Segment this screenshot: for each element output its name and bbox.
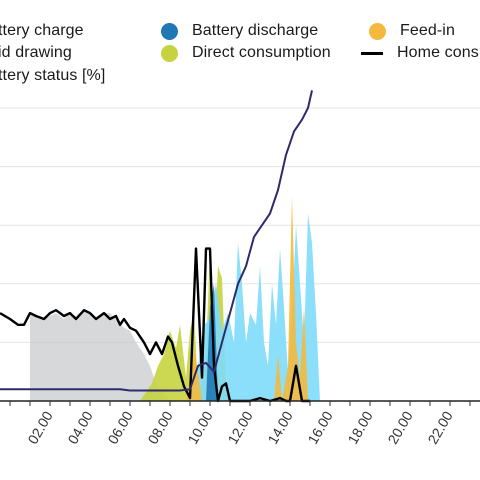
feed-in-swatch-icon — [369, 22, 386, 40]
battery-discharge-swatch-icon — [161, 22, 178, 40]
legend-label-grid-drawing: id drawing — [0, 44, 72, 61]
legend-item-home-consumption[interactable]: Home cons — [361, 42, 479, 64]
legend-item-battery-status[interactable]: ttery status [%] — [0, 65, 105, 87]
legend-label-battery-status: ttery status [%] — [0, 67, 106, 84]
legend-item-battery-charge[interactable]: ttery charge — [0, 20, 84, 42]
legend-item-feed-in[interactable]: Feed-in — [369, 20, 455, 42]
x-tick-label: 04.00 — [64, 408, 95, 447]
x-tick-label: 14.00 — [264, 408, 295, 447]
x-tick-label: 08.00 — [144, 408, 175, 447]
legend-label-direct-consumption: Direct consumption — [192, 44, 331, 61]
x-tick-label: 22.00 — [424, 408, 455, 447]
legend-label-home-consumption: Home cons — [397, 44, 479, 61]
x-tick-label: 18.00 — [344, 408, 375, 447]
legend-label-battery-charge: ttery charge — [0, 22, 84, 39]
home-consumption-swatch-icon — [361, 51, 383, 55]
x-tick-label: 02.00 — [24, 408, 55, 447]
x-axis: 02.00 04.00 06.00 08.00 10.00 12.00 14.00 16.00… — [0, 400, 480, 447]
x-tick-label: 20.00 — [384, 408, 415, 447]
legend-item-direct-consumption[interactable]: Direct consumption — [161, 42, 331, 64]
x-tick-label: 06.00 — [104, 408, 135, 447]
area-series — [30, 195, 320, 401]
area-battery-charge — [190, 213, 320, 401]
legend-item-grid-drawing[interactable]: id drawing — [0, 42, 72, 64]
x-tick-label: 10.00 — [184, 408, 215, 447]
legend-label-feed-in: Feed-in — [400, 22, 455, 39]
direct-consumption-swatch-icon — [161, 44, 178, 62]
x-tick-label: 16.00 — [304, 408, 335, 447]
legend-item-battery-discharge[interactable]: Battery discharge — [161, 20, 318, 42]
legend-label-battery-discharge: Battery discharge — [192, 22, 319, 39]
x-tick-label: 12.00 — [224, 408, 255, 447]
area-grid-drawing — [30, 310, 174, 401]
line-battery-status — [0, 90, 313, 392]
